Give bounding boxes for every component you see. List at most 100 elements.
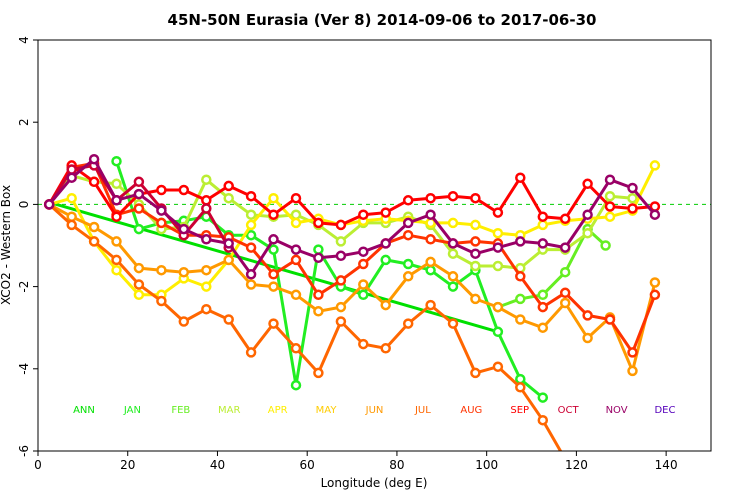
data-point-jun [515,314,526,325]
data-point-nov [223,238,234,249]
data-point-jun [201,264,212,276]
data-point-jun [290,289,302,301]
x-tick-label: 120 [565,458,588,472]
data-point-mar [582,227,593,239]
y-tick-label: 2 [17,118,31,126]
data-point-mar [470,260,481,272]
data-point-nov [559,242,571,253]
data-point-jul [425,299,436,311]
data-point-jul [537,414,549,426]
y-tick-label: 0 [17,201,31,209]
data-point-nov [156,205,167,216]
data-point-nov [201,234,212,245]
series-jan [111,155,549,403]
data-point-aug [537,301,549,313]
data-point-nov [290,244,302,255]
data-point-sep [358,209,369,220]
data-point-nov [313,252,324,264]
data-point-oct [66,164,77,175]
data-point-sep [447,190,459,202]
x-tick-label: 140 [655,458,678,472]
data-point-sep [425,192,436,204]
data-point-feb [515,293,526,305]
x-tick-label: 20 [120,458,135,472]
data-point-jul [88,236,100,247]
data-point-jul [133,279,145,290]
data-point-jun [537,322,549,333]
data-point-mar [604,190,616,202]
data-point-jan [268,244,279,255]
y-tick-label: -2 [17,281,31,293]
data-point-nov [470,248,481,259]
data-point-jun [245,279,257,290]
data-point-jun [156,264,167,276]
data-point-jul [470,367,481,379]
data-point-jun [111,236,122,247]
data-point-jun [447,271,459,282]
data-point-nov [627,182,638,194]
data-point-nov [380,238,391,249]
data-point-mar [335,236,347,247]
data-point-apr [268,192,279,204]
y-tick-label: -4 [17,363,31,375]
data-point-apr [604,211,616,222]
data-point-aug [604,314,616,325]
x-tick-label: 100 [475,458,498,472]
data-point-sep [402,195,414,206]
data-point-jun [402,271,414,282]
data-point-nov [43,199,55,210]
series-line-aug [47,161,657,354]
data-point-aug [358,258,369,270]
data-point-jun [223,254,234,266]
data-point-jun [649,277,661,288]
data-point-aug [559,287,571,299]
data-point-oct [133,176,145,188]
data-point-sep [380,207,391,218]
data-point-jan [537,392,549,403]
chart-title: 45N-50N Eurasia (Ver 8) 2014-09-06 to 20… [168,11,597,29]
data-point-feb [600,240,611,251]
data-point-nov [425,209,436,220]
data-point-mar [290,209,302,220]
data-point-nov [133,188,145,200]
data-point-apr [133,289,145,301]
data-point-sep [604,201,616,212]
data-point-nov [515,236,526,247]
x-tick-label: 40 [210,458,225,472]
data-point-sep [582,178,593,190]
data-point-aug [582,310,593,321]
data-point-jun [627,365,638,377]
data-point-nov [582,209,593,220]
data-point-jan [447,281,459,292]
data-point-aug [290,254,302,266]
data-point-sep [492,207,504,218]
data-point-nov [268,234,279,245]
data-point-sep [335,219,347,231]
legend: ANN JAN FEB MAR APR MAY JUN JUL AUG SEP OCT NOV DEC [73,405,675,416]
data-point-jun [582,332,593,344]
data-point-jun [133,262,145,274]
data-point-apr [470,219,481,231]
data-point-aug [425,234,436,245]
data-point-sep [156,184,167,196]
data-point-nov [66,172,77,183]
data-point-sep [268,209,279,220]
y-axis: -6 -4 -2 0 2 4 [17,36,38,457]
data-point-sep [559,213,571,225]
data-point-jul [402,318,414,329]
data-point-jun [425,256,436,268]
data-point-sep [515,172,526,183]
data-point-apr [290,217,302,229]
data-point-sep [290,192,302,204]
x-axis: 0 20 40 60 80 100 120 140 [34,451,678,472]
data-point-jun [88,221,100,233]
data-point-oct [201,203,212,214]
data-point-sep [313,217,324,229]
data-point-jun [358,279,369,290]
x-axis-title: Longitude (deg E) [321,476,428,490]
data-point-jul [335,316,347,327]
data-point-aug [515,271,526,282]
plot-area [38,153,711,451]
data-point-jan [245,229,257,241]
legend-label-oct: OCT [558,405,580,416]
